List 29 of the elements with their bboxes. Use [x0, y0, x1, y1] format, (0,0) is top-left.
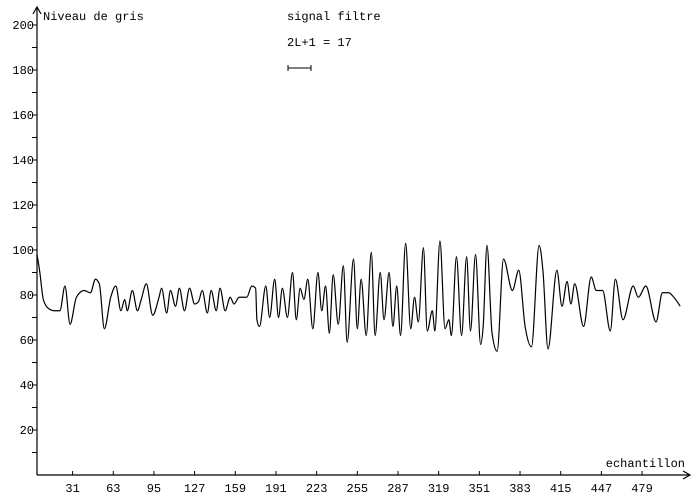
- x-tick-label: 479: [631, 482, 653, 496]
- y-tick-label: 100: [12, 244, 34, 258]
- x-tick-label: 351: [468, 482, 490, 496]
- x-tick-label: 223: [306, 482, 328, 496]
- chart-title: signal filtre: [287, 10, 381, 24]
- x-tick-label: 95: [146, 482, 162, 496]
- y-tick-label: 140: [12, 154, 34, 168]
- x-tick-label: 127: [184, 482, 206, 496]
- x-tick-label: 447: [590, 482, 612, 496]
- y-tick-label: 60: [20, 334, 34, 348]
- y-tick-label: 20: [20, 424, 34, 438]
- annotation: 2L+1 = 17: [287, 36, 352, 50]
- y-tick-label: 120: [12, 199, 34, 214]
- y-tick-label: 180: [12, 64, 34, 78]
- y-axis-title: Niveau de gris: [43, 10, 144, 24]
- x-tick-label: 191: [265, 482, 287, 496]
- y-tick-label: 80: [20, 289, 34, 304]
- y-tick-label: 200: [12, 19, 34, 34]
- x-tick-label: 415: [550, 482, 572, 496]
- x-tick-label: 159: [224, 482, 246, 496]
- x-tick-label: 287: [387, 482, 409, 496]
- x-axis-title: echantillon: [606, 457, 685, 471]
- x-tick-label: 383: [509, 482, 531, 496]
- y-tick-label: 160: [12, 109, 34, 124]
- x-tick-label: 319: [428, 482, 450, 496]
- x-tick-label: 255: [346, 482, 368, 496]
- x-tick-label: 63: [106, 482, 120, 496]
- y-tick-label: 40: [20, 379, 34, 394]
- x-tick-label: 31: [65, 482, 80, 496]
